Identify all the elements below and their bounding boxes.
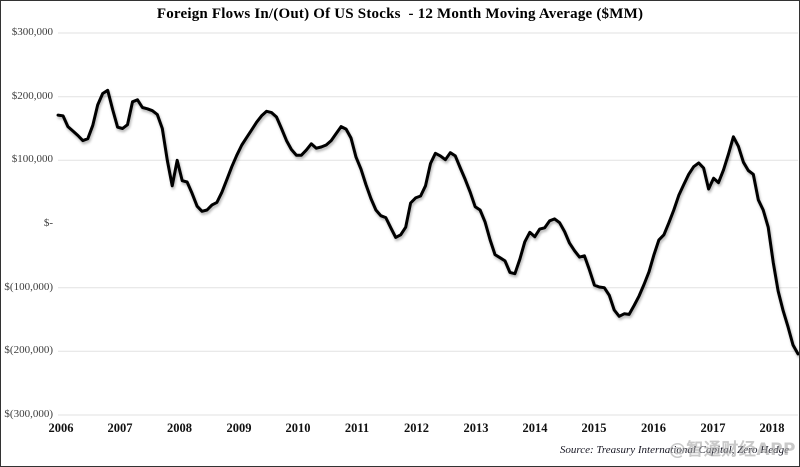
x-tick-label: 2008	[167, 421, 192, 435]
data-series-line	[56, 88, 799, 356]
y-tick-label: $(100,000)	[4, 281, 53, 293]
x-tick-label: 2007	[107, 421, 133, 435]
x-tick-label: 2017	[700, 421, 726, 435]
gridlines	[58, 32, 798, 416]
x-tick-label: 2010	[285, 421, 311, 435]
chart-title: Foreign Flows In/(Out) Of US Stocks - 12…	[156, 6, 644, 22]
y-tick-label: $300,000	[11, 26, 53, 38]
y-tick-label: $(300,000)	[4, 408, 53, 420]
x-tick-label: 2012	[404, 421, 429, 435]
x-tick-label: 2011	[344, 421, 370, 435]
y-tick-label: $-	[43, 217, 53, 229]
x-tick-label: 2014	[522, 421, 548, 435]
y-tick-label: $100,000	[11, 153, 53, 165]
y-tick-label: $(200,000)	[4, 344, 53, 356]
x-tick-label: 2013	[463, 421, 489, 435]
x-tick-label: 2006	[48, 421, 74, 435]
y-tick-label: $200,000	[11, 90, 53, 102]
x-tick-label: 2018	[759, 421, 785, 435]
x-tick-label: 2016	[641, 421, 666, 435]
x-tick-label: 2009	[226, 421, 252, 435]
source-attribution: Source: Treasury International Capital, …	[559, 444, 789, 456]
x-tick-label: 2015	[581, 421, 607, 435]
